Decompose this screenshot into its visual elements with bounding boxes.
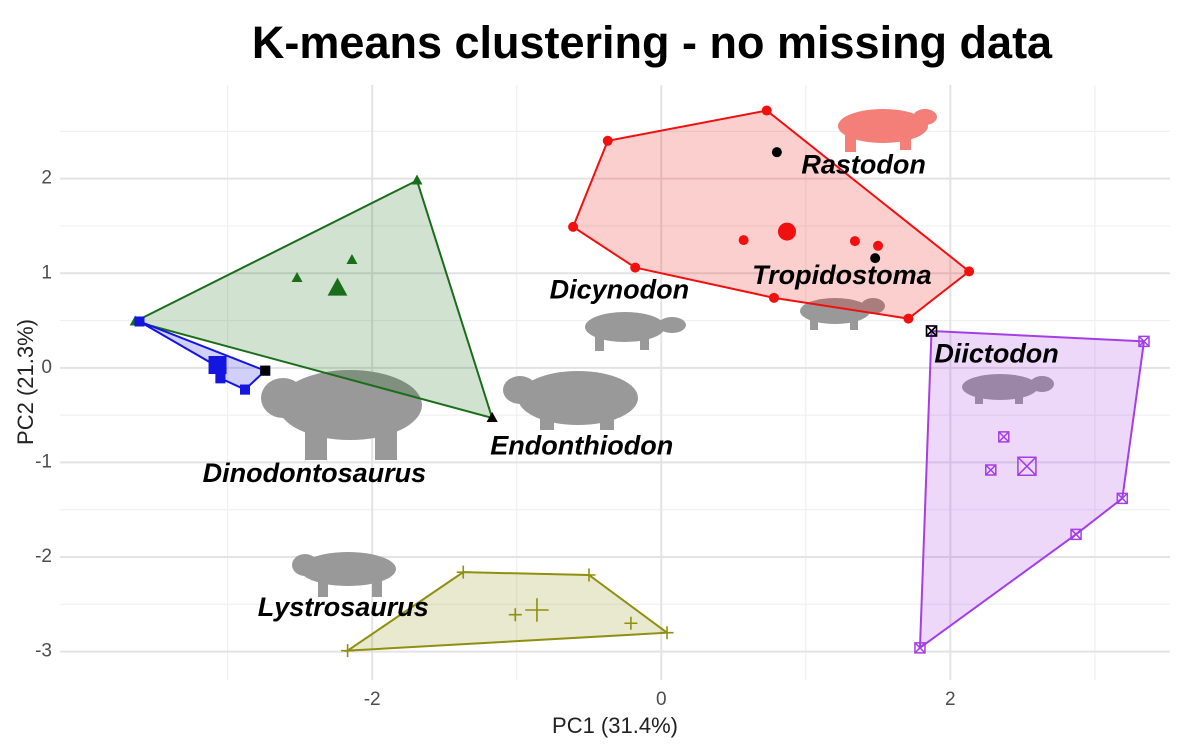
point	[508, 608, 522, 622]
cluster-hull	[138, 320, 268, 391]
point	[1070, 528, 1082, 541]
annotation: Endonthiodon	[490, 430, 673, 460]
annotation: Tropidostoma	[752, 260, 932, 290]
cluster	[568, 105, 975, 324]
plot-area	[129, 105, 1150, 658]
point	[1017, 456, 1037, 476]
point	[327, 277, 348, 296]
cluster	[914, 325, 1150, 654]
cluster-hull	[132, 179, 494, 420]
y-tick-label: -2	[35, 546, 52, 567]
silhouette	[585, 312, 686, 351]
point	[260, 365, 271, 376]
point	[568, 221, 579, 232]
silhouette	[503, 371, 638, 430]
x-tick-label: -2	[364, 689, 381, 710]
point	[771, 147, 782, 158]
y-tick-label: 1	[41, 262, 52, 283]
silhouette	[292, 552, 396, 597]
x-axis-label: PC1 (31.4%)	[552, 713, 678, 738]
point	[291, 271, 303, 282]
cluster-hull	[571, 109, 971, 320]
cluster	[134, 316, 271, 395]
point	[1138, 335, 1150, 348]
point	[602, 135, 613, 146]
point	[849, 236, 860, 247]
cluster	[341, 565, 674, 658]
point	[873, 240, 884, 251]
point	[208, 356, 227, 374]
point	[486, 411, 498, 422]
point	[964, 266, 975, 277]
point	[738, 235, 749, 246]
point	[768, 292, 779, 303]
grid	[60, 85, 1170, 680]
point	[582, 568, 596, 582]
point	[525, 598, 549, 622]
point	[914, 642, 926, 654]
annotation: Dicynodon	[550, 274, 690, 304]
y-axis-label: PC2 (21.3%)	[13, 319, 38, 445]
point	[998, 431, 1010, 443]
chart-title: K-means clustering - no missing data	[252, 17, 1053, 68]
x-tick-label: 2	[945, 689, 956, 710]
silhouettes	[261, 109, 1054, 597]
point	[925, 325, 938, 337]
x-tick-label: 0	[656, 689, 667, 710]
silhouette	[962, 374, 1054, 404]
y-tick-label: -1	[35, 451, 52, 472]
y-tick-label: -3	[35, 641, 52, 662]
cluster	[129, 174, 498, 422]
point	[134, 316, 145, 327]
point	[341, 644, 355, 658]
y-tick-label: 2	[41, 168, 52, 189]
cluster-hull	[918, 329, 1146, 650]
point	[903, 313, 914, 324]
point	[240, 384, 250, 395]
annotation: Lystrosaurus	[258, 592, 429, 622]
point	[1116, 492, 1129, 505]
point	[215, 373, 226, 384]
point	[777, 222, 796, 241]
point	[630, 262, 641, 273]
point	[411, 174, 423, 185]
y-tick-label: 0	[41, 357, 52, 378]
point	[346, 254, 358, 264]
silhouette	[261, 370, 422, 460]
point	[456, 565, 470, 579]
point	[624, 616, 638, 630]
silhouette	[838, 109, 937, 152]
point	[985, 464, 997, 476]
annotation: Rastodon	[801, 149, 926, 179]
annotation: Diictodon	[934, 339, 1058, 369]
point	[761, 105, 772, 116]
annotation: Dinodontosaurus	[203, 458, 427, 488]
point	[870, 253, 881, 264]
point	[660, 626, 674, 640]
